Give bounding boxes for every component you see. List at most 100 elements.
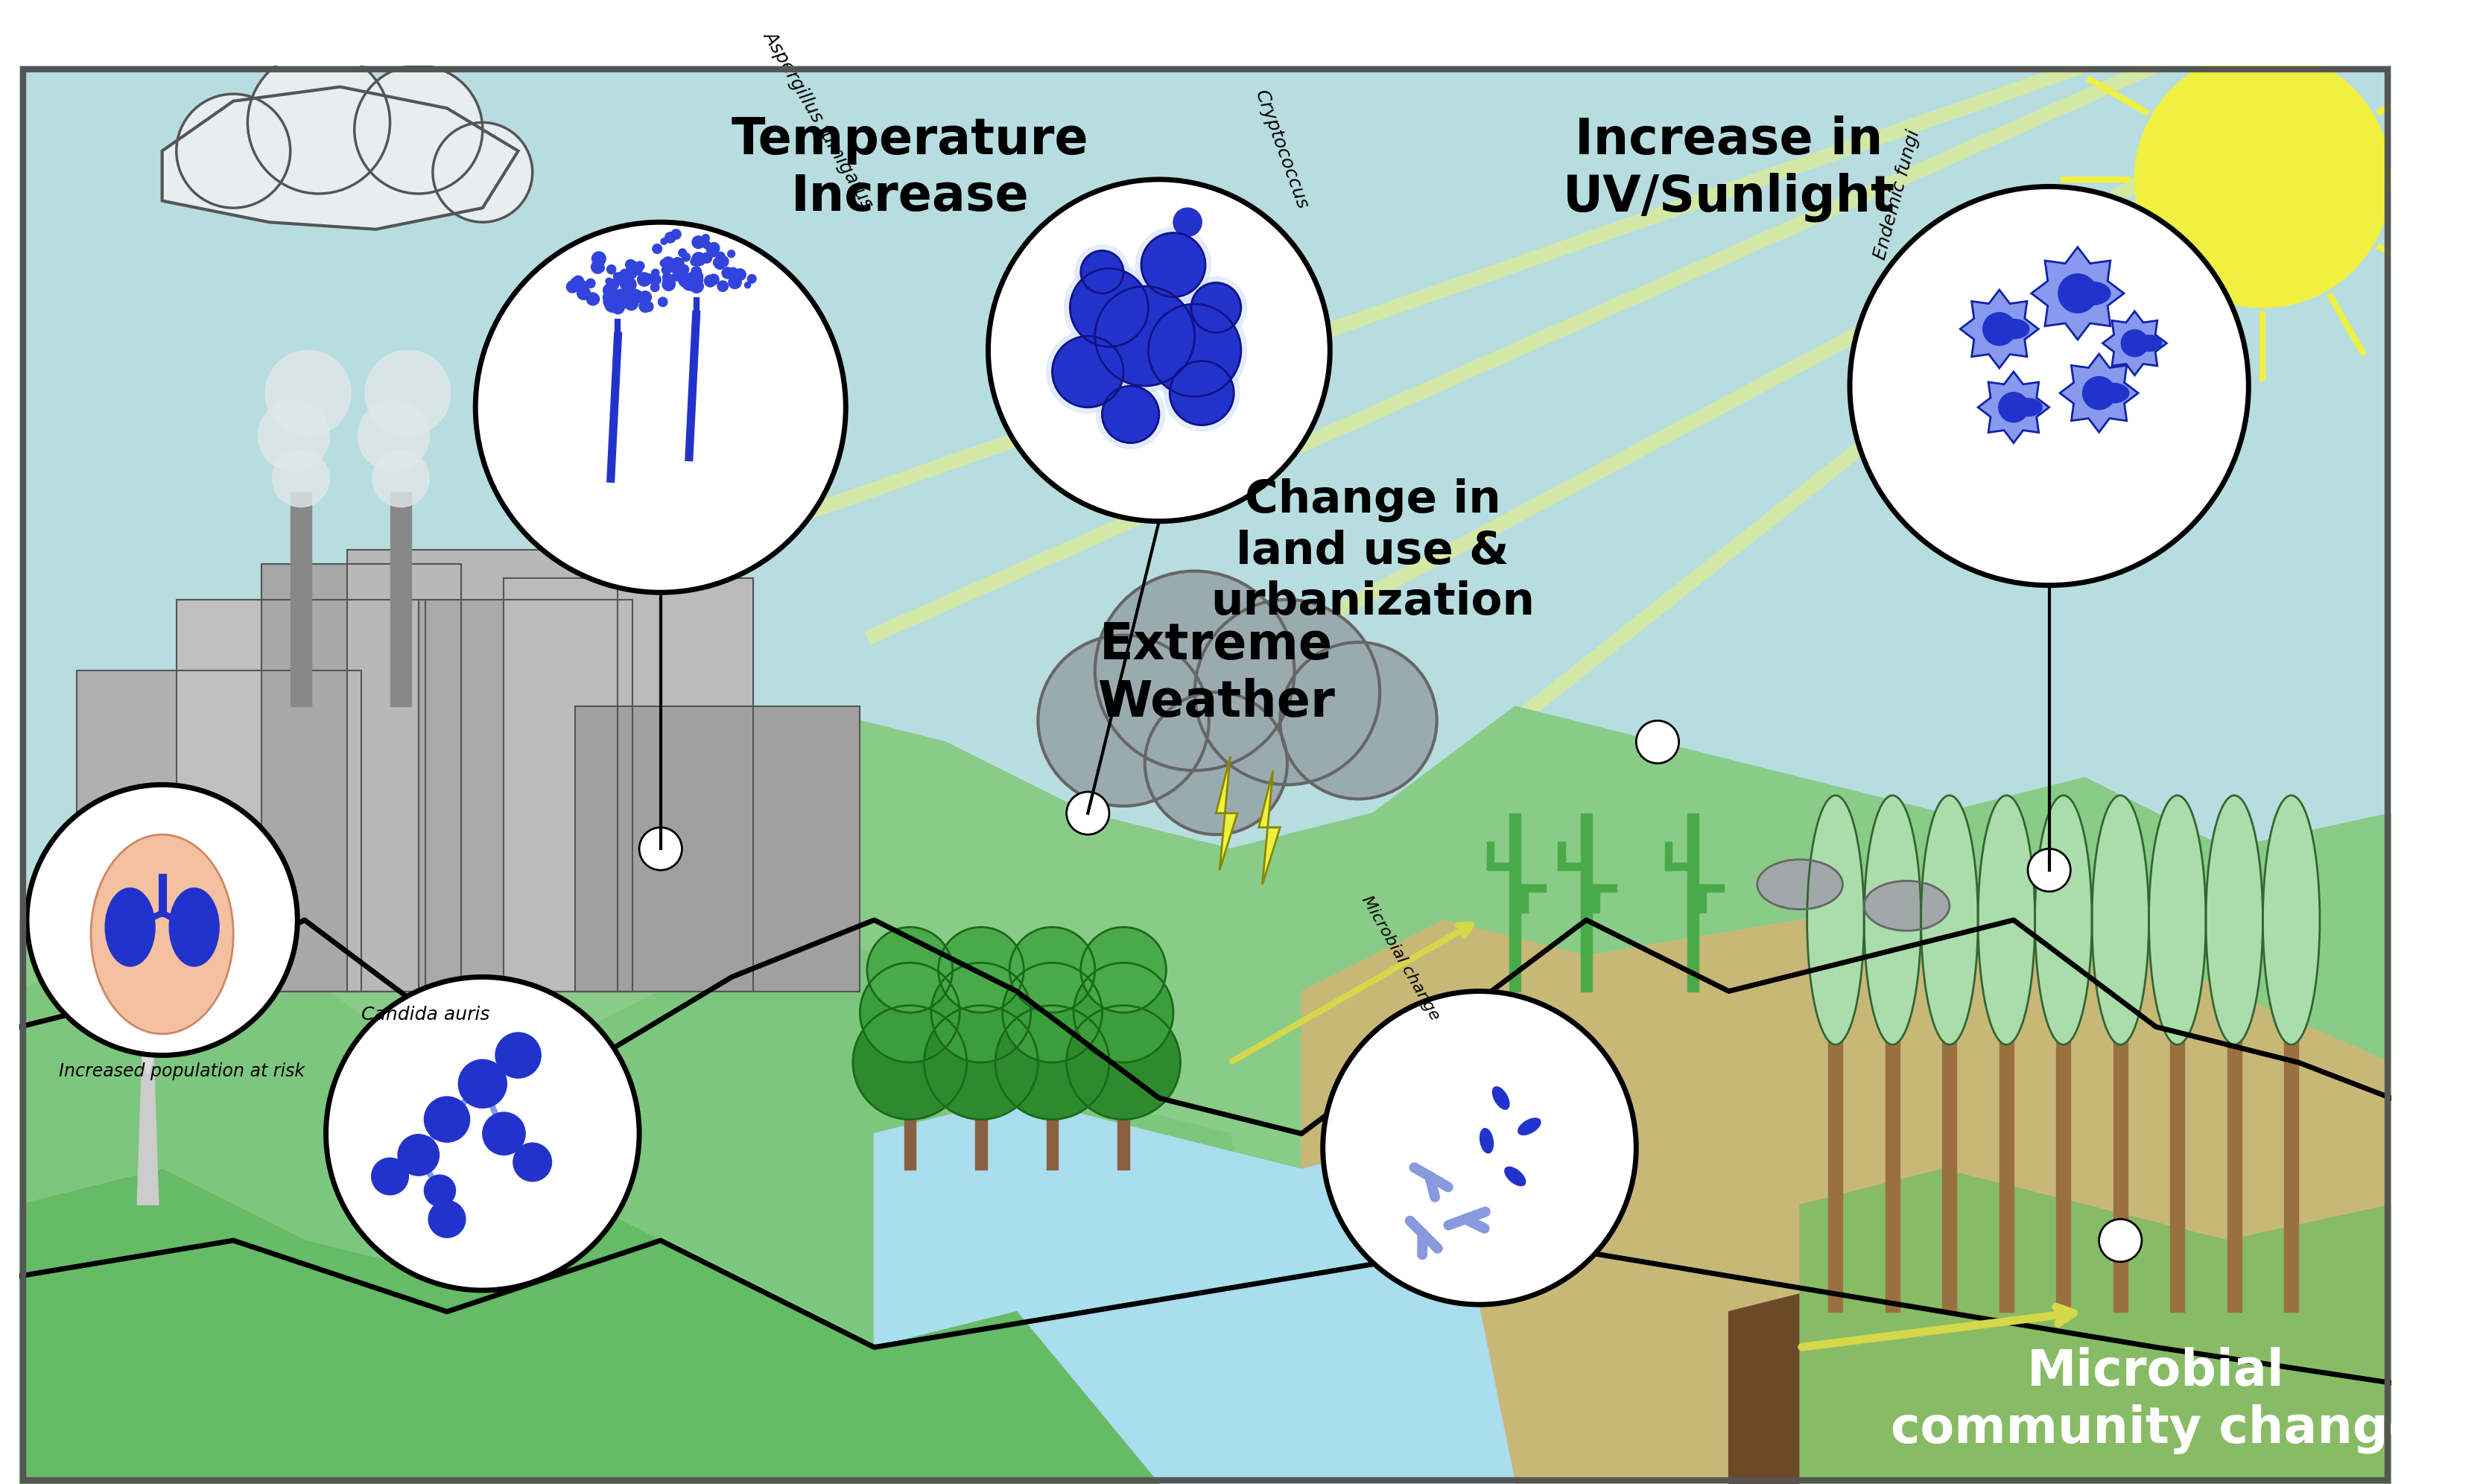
Circle shape <box>355 65 484 194</box>
Ellipse shape <box>104 887 154 966</box>
Circle shape <box>657 243 667 254</box>
Bar <box>176 600 427 991</box>
Text: Microbial change: Microbial change <box>1359 893 1441 1022</box>
Circle shape <box>682 276 694 288</box>
Bar <box>2284 1027 2299 1312</box>
Circle shape <box>598 291 613 304</box>
Bar <box>1580 813 1592 991</box>
Bar <box>575 706 861 991</box>
Circle shape <box>689 266 702 279</box>
Circle shape <box>613 297 620 304</box>
Circle shape <box>429 1201 466 1238</box>
Circle shape <box>640 297 647 303</box>
Circle shape <box>2058 275 2096 313</box>
Bar <box>263 564 461 991</box>
Circle shape <box>697 245 704 252</box>
Circle shape <box>1037 635 1208 806</box>
Circle shape <box>1002 963 1101 1063</box>
Circle shape <box>1173 208 1200 236</box>
Bar <box>1508 813 1520 991</box>
Bar <box>1664 864 1689 870</box>
Circle shape <box>625 298 635 310</box>
Circle shape <box>622 261 632 272</box>
Circle shape <box>687 248 692 254</box>
Circle shape <box>622 291 635 303</box>
Circle shape <box>1195 600 1379 785</box>
Bar <box>1942 1027 1957 1312</box>
Bar <box>1699 884 1706 913</box>
Circle shape <box>694 278 702 283</box>
Circle shape <box>1081 251 1123 294</box>
Circle shape <box>595 303 605 312</box>
Bar <box>290 493 312 706</box>
Circle shape <box>1052 335 1123 407</box>
Circle shape <box>2098 1218 2140 1261</box>
Bar <box>77 671 362 991</box>
Circle shape <box>622 278 637 291</box>
Bar <box>1828 1027 1843 1312</box>
Ellipse shape <box>1493 1086 1508 1110</box>
Circle shape <box>593 289 603 300</box>
Circle shape <box>372 450 429 508</box>
Circle shape <box>432 123 533 223</box>
Text: Increase in
UV/Sunlight: Increase in UV/Sunlight <box>1562 116 1895 221</box>
Circle shape <box>670 272 684 285</box>
Circle shape <box>588 288 600 301</box>
Circle shape <box>627 278 635 285</box>
Bar <box>1520 884 1545 892</box>
Circle shape <box>1074 963 1173 1063</box>
Circle shape <box>1850 187 2247 585</box>
Circle shape <box>484 1113 526 1155</box>
Circle shape <box>1136 227 1210 303</box>
Circle shape <box>704 270 717 283</box>
Circle shape <box>608 280 620 291</box>
Bar <box>975 1063 987 1169</box>
Circle shape <box>699 275 709 285</box>
Bar <box>1520 884 1528 913</box>
Circle shape <box>590 295 598 303</box>
Circle shape <box>1089 280 1200 392</box>
Ellipse shape <box>1756 859 1843 910</box>
Circle shape <box>627 289 640 301</box>
Circle shape <box>608 301 615 309</box>
Ellipse shape <box>2014 398 2041 416</box>
Circle shape <box>642 254 652 266</box>
Circle shape <box>697 273 704 282</box>
Circle shape <box>613 297 620 304</box>
Bar <box>419 600 632 991</box>
Bar <box>176 600 427 991</box>
Bar <box>77 671 362 991</box>
Text: Microbial
community change: Microbial community change <box>1890 1347 2420 1454</box>
Circle shape <box>722 276 729 285</box>
Ellipse shape <box>92 834 233 1034</box>
Text: Temperature
Increase: Temperature Increase <box>732 116 1089 221</box>
Circle shape <box>640 303 647 310</box>
Circle shape <box>694 248 702 255</box>
Circle shape <box>27 785 298 1055</box>
Circle shape <box>429 1101 466 1138</box>
Circle shape <box>273 450 330 508</box>
Circle shape <box>642 254 650 264</box>
Circle shape <box>675 236 684 245</box>
Ellipse shape <box>2034 795 2091 1045</box>
Bar <box>2056 1027 2071 1312</box>
Text: Extreme
Weather: Extreme Weather <box>1096 620 1334 727</box>
Circle shape <box>650 270 665 283</box>
Circle shape <box>575 292 585 301</box>
Circle shape <box>667 232 677 240</box>
Circle shape <box>622 283 635 297</box>
Bar <box>347 549 618 991</box>
Circle shape <box>595 282 605 291</box>
Circle shape <box>987 180 1329 521</box>
Circle shape <box>1069 269 1148 347</box>
Circle shape <box>1094 571 1295 770</box>
Bar <box>1699 884 1724 892</box>
Circle shape <box>583 288 593 297</box>
Circle shape <box>466 1067 498 1100</box>
Circle shape <box>724 239 734 251</box>
Circle shape <box>258 401 330 472</box>
Ellipse shape <box>1862 795 1920 1045</box>
Circle shape <box>424 1175 456 1206</box>
Circle shape <box>496 1033 541 1077</box>
Bar <box>347 549 618 991</box>
